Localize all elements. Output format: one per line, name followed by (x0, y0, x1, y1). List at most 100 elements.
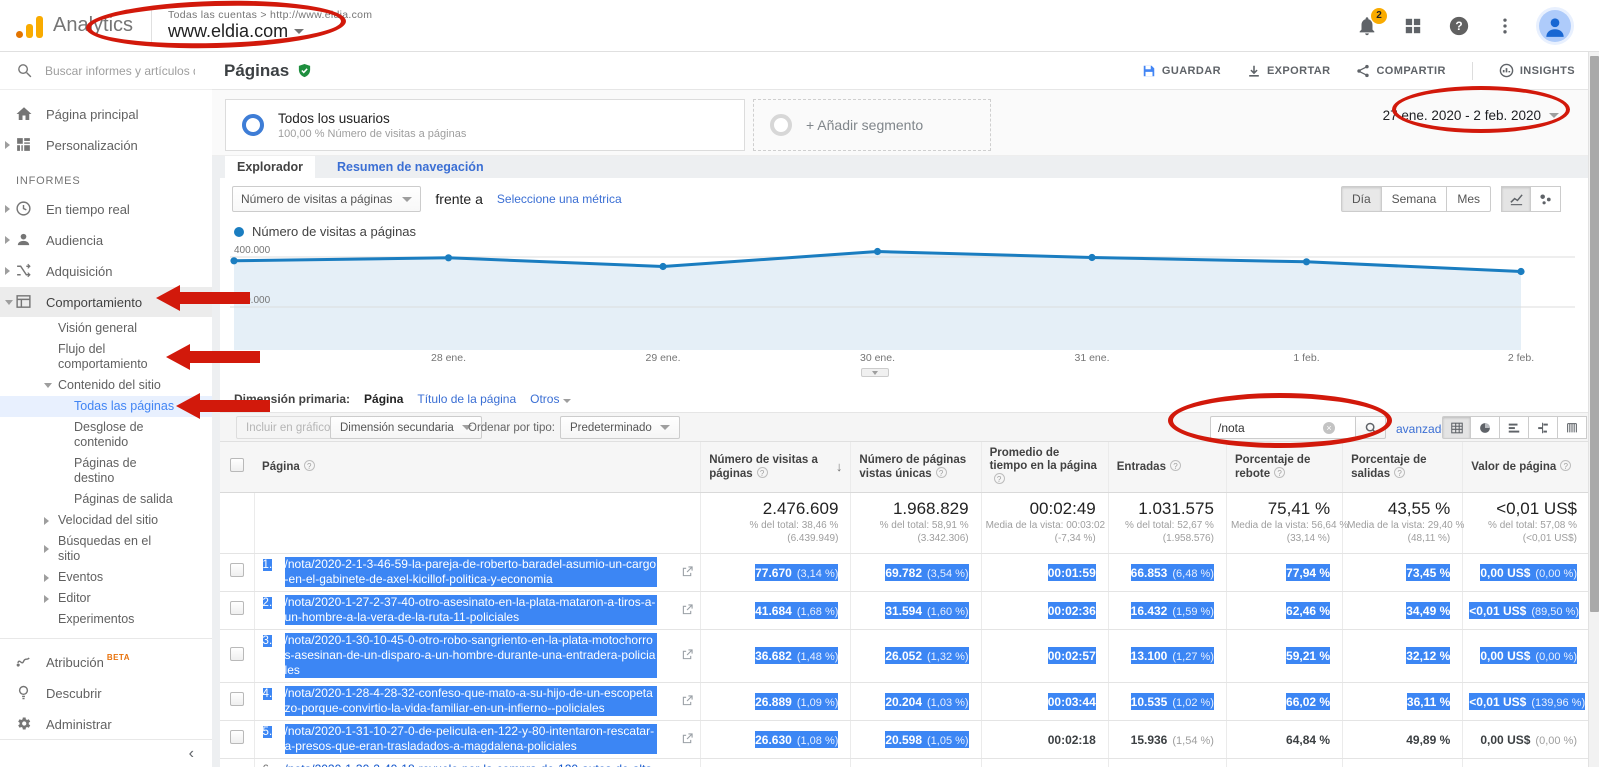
select-all-checkbox[interactable] (230, 458, 245, 472)
sidebar-item-flujo-del-comportamiento[interactable]: Flujo del comportamiento (0, 339, 212, 375)
sort-type-dropdown[interactable]: Predeterminado (560, 416, 680, 439)
dimension-page-title[interactable]: Título de la página (417, 392, 517, 406)
sidebar-item-label: Todas las páginas (74, 399, 175, 413)
column-header-pagina[interactable]: Página? (254, 442, 701, 493)
row-checkbox[interactable] (229, 601, 244, 615)
external-link-icon[interactable] (682, 731, 693, 749)
metric-cell: 36.682 (1,48 %) (700, 629, 851, 683)
notifications-bell-icon[interactable]: 2 (1355, 7, 1387, 38)
sidebar-item-comportamiento[interactable]: Comportamiento (0, 287, 212, 317)
metric-dropdown[interactable]: Número de visitas a páginas (232, 186, 422, 212)
granularity-week-button[interactable]: Semana (1381, 186, 1448, 212)
page-url-link[interactable]: /nota/2020-1-28-4-28-32-confeso-que-mato… (284, 686, 657, 716)
sidebar-item-pagina-principal[interactable]: Página principal (0, 99, 212, 129)
tab-navigation-summary[interactable]: Resumen de navegación (337, 160, 484, 174)
vertical-scrollbar[interactable] (1588, 52, 1599, 767)
external-link-icon[interactable] (682, 647, 693, 665)
page-url-link[interactable]: /nota/2020-1-31-10-27-0-de-pelicula-en-1… (284, 724, 657, 754)
help-tooltip-icon[interactable]: ? (935, 466, 947, 478)
apps-grid-icon[interactable] (1401, 14, 1425, 38)
clear-search-icon[interactable]: × (1323, 421, 1335, 434)
help-tooltip-icon[interactable]: ? (1394, 466, 1406, 478)
analytics-logo-icon[interactable] (16, 14, 43, 38)
column-header-porcentaje-de-rebote[interactable]: Porcentaje de rebote? (1225, 442, 1343, 493)
sidebar-search-input[interactable] (45, 63, 195, 78)
column-header-entradas[interactable]: Entradas? (1107, 442, 1227, 493)
sidebar-item-editor[interactable]: Editor (0, 588, 212, 609)
page-url-link[interactable]: /nota/2020-1-30-10-45-0-otro-robo-sangri… (284, 633, 657, 678)
column-header-valor-de-pagina[interactable]: Valor de página? (1462, 442, 1589, 493)
help-tooltip-icon[interactable]: ? (1169, 460, 1181, 471)
kebab-menu-icon[interactable] (1493, 14, 1517, 38)
external-link-icon[interactable] (682, 602, 693, 620)
row-checkbox[interactable] (229, 563, 244, 577)
help-tooltip-icon[interactable]: ? (303, 460, 315, 471)
sidebar-item-desglose-de-contenido[interactable]: Desglose de contenido (0, 417, 212, 453)
data-view-icon[interactable] (1442, 416, 1471, 439)
sidebar-item-busquedas-en-el-sitio[interactable]: Búsquedas en el sitio (0, 531, 212, 567)
segment-all-users[interactable]: Todos los usuarios 100,00 % Número de vi… (225, 99, 745, 151)
select-metric-link[interactable]: Seleccione una métrica (496, 192, 622, 206)
external-link-icon[interactable] (682, 693, 693, 711)
external-link-icon[interactable] (682, 564, 693, 582)
insights-button[interactable]: INSIGHTS (1499, 63, 1575, 78)
comparison-view-icon[interactable] (1529, 416, 1558, 439)
chart-expand-handle[interactable] (861, 368, 889, 377)
help-icon[interactable]: ? (1447, 14, 1471, 38)
sidebar-item-contenido-del-sitio[interactable]: Contenido del sitio (0, 375, 212, 396)
granularity-month-button[interactable]: Mes (1447, 186, 1491, 212)
help-tooltip-icon[interactable]: ? (993, 473, 1005, 484)
add-segment-button[interactable]: + Añadir segmento (753, 99, 991, 151)
sidebar-item-vision-general[interactable]: Visión general (0, 318, 212, 339)
dimension-page[interactable]: Página (364, 392, 404, 406)
performance-view-icon[interactable] (1500, 416, 1529, 439)
save-button[interactable]: GUARDAR (1142, 64, 1221, 78)
tab-explorer[interactable]: Explorador (225, 156, 315, 178)
user-avatar[interactable] (1539, 9, 1571, 42)
sidebar-search[interactable] (0, 52, 212, 90)
sidebar-item-atribucion[interactable]: Atribución BETA (0, 647, 212, 677)
row-checkbox[interactable] (229, 692, 244, 706)
granularity-day-button[interactable]: Día (1340, 186, 1382, 212)
sidebar-item-en-tiempo-real[interactable]: En tiempo real (0, 194, 212, 224)
page-url-link[interactable]: /nota/2020-1-27-2-37-40-otro-asesinato-e… (284, 595, 657, 625)
column-header-porcentaje-de-salidas[interactable]: Porcentaje de salidas? (1342, 442, 1463, 493)
help-tooltip-icon[interactable]: ? (1274, 466, 1286, 478)
account-switcher[interactable]: Todas las cuentas > http://www.eldia.com… (151, 5, 372, 46)
line-chart-view-icon[interactable] (1501, 186, 1531, 212)
page-url-link[interactable]: /nota/2020-1-30-2-40-18-revuelo-por-la-c… (285, 762, 657, 767)
row-checkbox[interactable] (229, 646, 244, 661)
table-search-input[interactable] (1211, 420, 1323, 435)
sidebar-item-adquisicion[interactable]: Adquisición (0, 256, 212, 286)
scrollbar-thumb[interactable] (1590, 56, 1599, 612)
sidebar-item-velocidad-del-sitio[interactable]: Velocidad del sitio (0, 510, 212, 531)
dimension-other[interactable]: Otros (530, 392, 571, 406)
pivot-view-icon[interactable] (1558, 416, 1587, 439)
collapse-sidebar-icon[interactable]: ‹ (188, 744, 194, 762)
percentage-view-icon[interactable] (1471, 416, 1500, 439)
column-header-numero-de-paginas-vistas-unicas[interactable]: Número de páginas vistas únicas? (850, 442, 982, 493)
sidebar-item-eventos[interactable]: Eventos (0, 567, 212, 588)
sidebar-item-todas-las-paginas[interactable]: Todas las páginas (0, 396, 212, 417)
share-button[interactable]: COMPARTIR (1356, 64, 1445, 78)
sidebar-item-audiencia[interactable]: Audiencia (0, 225, 212, 255)
page-url-link[interactable]: /nota/2020-2-1-3-46-59-la-pareja-de-robe… (284, 557, 657, 587)
motion-chart-view-icon[interactable] (1531, 186, 1561, 212)
sidebar-item-descubrir[interactable]: Descubrir (0, 678, 212, 708)
column-header-numero-de-visitas-a-paginas[interactable]: ↓ Número de visitas a páginas? (700, 442, 851, 493)
export-button[interactable]: EXPORTAR (1247, 64, 1331, 78)
row-checkbox[interactable] (229, 730, 244, 744)
help-tooltip-icon[interactable]: ? (1560, 460, 1572, 471)
table-search-box[interactable]: × (1210, 416, 1356, 439)
sidebar-item-paginas-de-destino[interactable]: Páginas de destino (0, 453, 212, 489)
sidebar-item-paginas-de-salida[interactable]: Páginas de salida (0, 489, 212, 510)
column-header-promedio-de-tiempo-en-la-pagina[interactable]: Promedio de tiempo en la página? (980, 442, 1109, 493)
date-range-selector[interactable]: 27 ene. 2020 - 2 feb. 2020 (1383, 108, 1559, 123)
advanced-search-link[interactable]: avanzado (1396, 422, 1449, 436)
search-submit-button[interactable] (1356, 416, 1386, 439)
sidebar-item-experimentos[interactable]: Experimentos (0, 609, 212, 630)
sidebar-item-administrar[interactable]: Administrar (0, 709, 212, 739)
help-tooltip-icon[interactable]: ? (756, 466, 768, 478)
secondary-dimension-dropdown[interactable]: Dimensión secundaria (330, 416, 482, 439)
sidebar-item-personalizacion[interactable]: Personalización (0, 130, 212, 160)
